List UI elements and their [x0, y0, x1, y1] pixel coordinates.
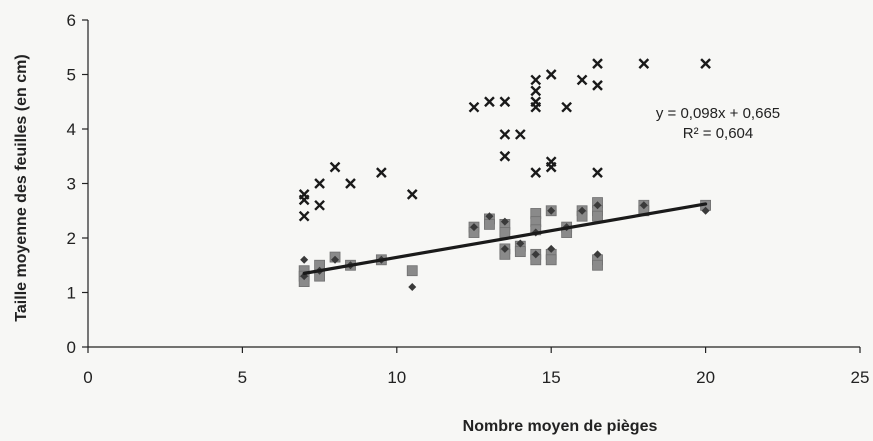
x-marker-point	[331, 163, 340, 172]
x-marker-point	[500, 97, 509, 106]
trendline-r2: R² = 0,604	[683, 125, 753, 142]
x-marker-point	[701, 59, 710, 68]
x-marker-point	[315, 179, 324, 188]
x-marker-point	[531, 168, 540, 177]
x-marker-point	[531, 103, 540, 112]
diamond-marker-point	[408, 283, 416, 291]
x-tick-label: 5	[238, 368, 247, 387]
square-marker-point	[593, 211, 603, 221]
trendline	[304, 204, 705, 273]
y-tick-label: 3	[67, 175, 76, 194]
x-marker-point	[408, 190, 417, 199]
x-tick-label: 0	[83, 368, 92, 387]
trend-layer	[304, 204, 705, 273]
x-marker-point	[377, 168, 386, 177]
square-marker-point	[407, 266, 417, 276]
x-marker-point	[547, 163, 556, 172]
x-marker-point	[300, 212, 309, 221]
x-marker-point	[500, 152, 509, 161]
x-marker-point	[516, 130, 525, 139]
x-tick-label: 15	[542, 368, 561, 387]
square-marker-point	[593, 260, 603, 270]
x-marker-point	[593, 168, 602, 177]
x-marker-point	[593, 81, 602, 90]
x-tick-label: 20	[696, 368, 715, 387]
x-marker-point	[315, 201, 324, 210]
x-tick-label: 10	[387, 368, 406, 387]
square-marker-point	[546, 255, 556, 265]
ticks: 0 5 10 15 20 25 0 1 2 3 4 5 6	[67, 11, 870, 387]
y-tick-label: 6	[67, 11, 76, 30]
x-axis-title: Nombre moyen de pièges	[463, 418, 658, 435]
y-tick-label: 0	[67, 338, 76, 357]
diamond-marker-point	[300, 256, 308, 264]
y-tick-label: 1	[67, 284, 76, 303]
axes	[88, 20, 860, 347]
x-marker-point	[500, 130, 509, 139]
x-marker-point	[578, 75, 587, 84]
x-marker-point	[485, 97, 494, 106]
x-tick-label: 25	[851, 368, 870, 387]
square-marker-point	[500, 228, 510, 238]
series-layer	[299, 59, 710, 291]
y-tick-label: 2	[67, 229, 76, 248]
x-marker-point	[346, 179, 355, 188]
x-marker-point	[562, 103, 571, 112]
square-marker-point	[515, 247, 525, 257]
x-marker-point	[531, 86, 540, 95]
x-marker-point	[300, 195, 309, 204]
y-tick-label: 4	[67, 120, 76, 139]
y-tick-label: 5	[67, 66, 76, 85]
x-marker-point	[531, 75, 540, 84]
x-marker-point	[639, 59, 648, 68]
x-marker-point	[593, 59, 602, 68]
y-axis-title: Taille moyenne des feuilles (en cm)	[13, 54, 30, 321]
x-marker-point	[547, 70, 556, 79]
square-marker-point	[484, 219, 494, 229]
x-marker-point	[470, 103, 479, 112]
trendline-equation: y = 0,098x + 0,665	[656, 105, 780, 122]
